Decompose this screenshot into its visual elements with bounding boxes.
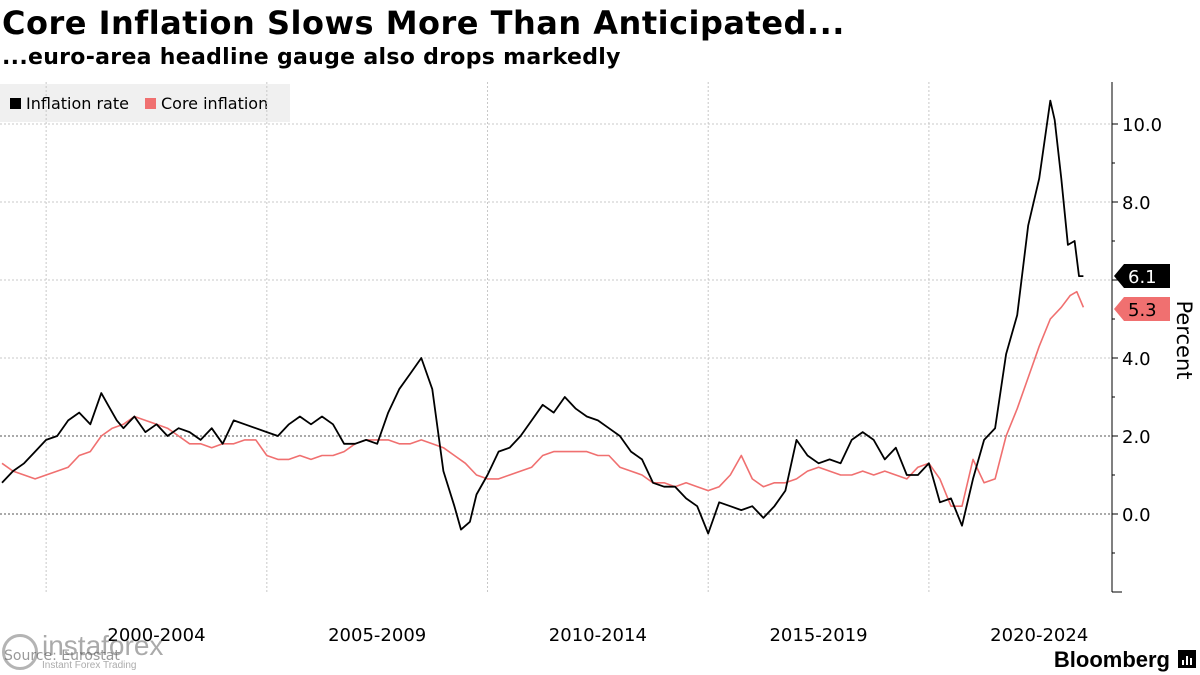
legend-swatch-inflation-rate — [10, 97, 21, 109]
y-tick-label-4: 8.0 — [1122, 193, 1151, 214]
chart-title: Core Inflation Slows More Than Anticipat… — [2, 4, 845, 42]
x-period-label-2: 2010-2014 — [549, 625, 647, 646]
legend-label-core-inflation: Core inflation — [160, 93, 269, 113]
series-line-core-inflation — [1, 290, 1085, 508]
x-period-label-3: 2015-2019 — [769, 625, 867, 646]
source-note: Source: Eurostat — [4, 648, 120, 664]
x-period-label-4: 2020-2024 — [990, 625, 1088, 646]
last-value-core-inflation-tag — [1114, 297, 1170, 321]
legend-item-inflation-rate: Inflation rate — [10, 94, 129, 113]
last-value-core-inflation-group: 5.3 — [1114, 297, 1170, 321]
watermark: instaforex Instant Forex Trading — [2, 632, 163, 671]
last-value-inflation-rate-group: 6.1 — [1114, 264, 1170, 288]
series-line-inflation-rate — [1, 99, 1084, 535]
bloomberg-bars-icon — [1178, 650, 1196, 668]
grid-layer — [0, 82, 1112, 592]
x-period-label-1: 2005-2009 — [328, 625, 426, 646]
y-axis-label: Percent — [1172, 300, 1196, 379]
legend-swatch-core-inflation — [144, 97, 156, 109]
y-tick-label-0: 0.0 — [1122, 505, 1151, 526]
last-value-inflation-rate: 6.1 — [1128, 267, 1157, 288]
legend-label-inflation-rate: Inflation rate — [26, 93, 129, 113]
chart-subtitle: ...euro-area headline gauge also drops m… — [2, 45, 621, 70]
x-period-label-0: 2000-2004 — [107, 625, 205, 646]
last-value-inflation-rate-tag — [1114, 264, 1170, 288]
series-layer — [1, 99, 1085, 535]
bloomberg-logo: Bloomberg — [1053, 647, 1170, 672]
legend: Inflation rate Core inflation — [0, 84, 290, 122]
last-value-core-inflation: 5.3 — [1128, 300, 1157, 321]
y-tick-label-5: 10.0 — [1122, 115, 1162, 136]
watermark-brand: instaforex — [42, 630, 164, 661]
y-tick-label-1: 2.0 — [1122, 427, 1151, 448]
y-tick-label-2: 4.0 — [1122, 349, 1151, 370]
watermark-tagline: Instant Forex Trading — [42, 660, 137, 671]
watermark-logo-icon — [2, 633, 38, 670]
axis-layer: 0.02.04.06.08.010.0Percent2000-20042005-… — [107, 82, 1196, 646]
legend-item-core-inflation: Core inflation — [144, 93, 269, 113]
